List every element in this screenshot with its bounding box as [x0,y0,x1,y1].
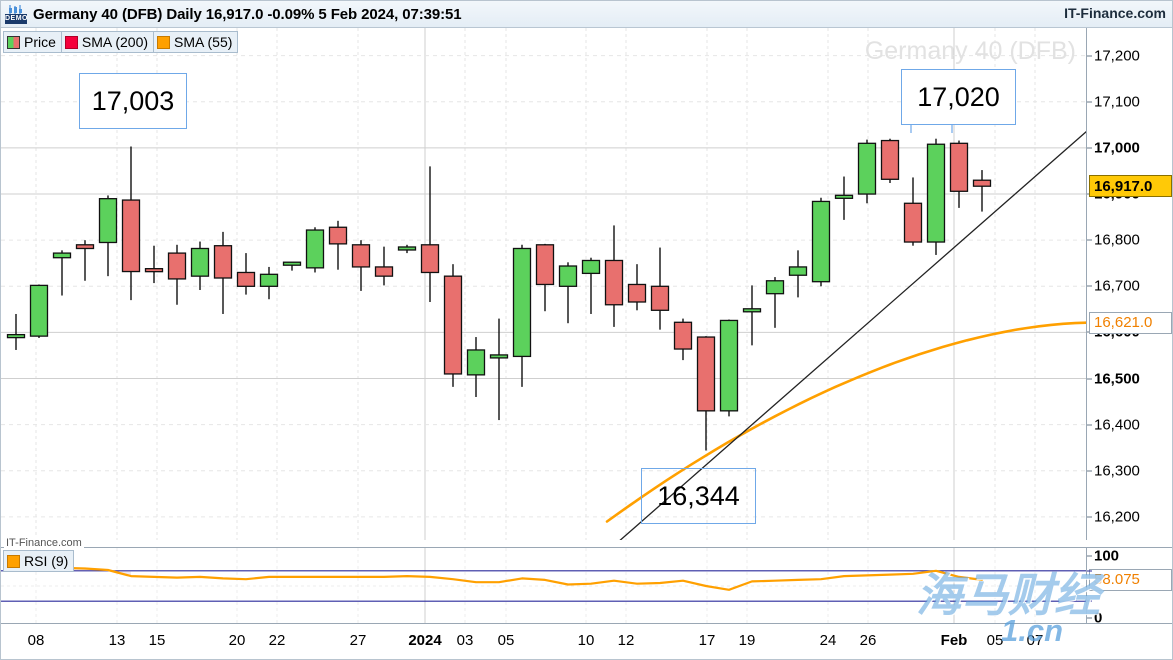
rsi-band-tick-mark [1087,570,1092,572]
price-axis-tick-mark [1087,285,1092,287]
provider-watermark: IT-Finance.com [4,537,84,549]
date-axis-tick-label: 19 [738,632,756,649]
date-axis-tick-label: 12 [617,632,635,649]
date-axis-tick-label: 26 [859,632,877,649]
rsi-axis[interactable]: 100 0 58.075 [1087,547,1172,627]
rsi-chart-canvas [1,548,1086,623]
date-axis-tick-label: 05 [986,632,1004,649]
rsi-axis-tick-mark [1087,555,1092,557]
price-axis-tick-label: 17,100 [1094,93,1140,111]
page-title: Germany 40 (DFB) Daily 16,917.0 -0.09% 5… [33,5,462,23]
mini-candles-icon [9,4,22,14]
rsi-axis-tick-label: 100 [1094,547,1120,565]
date-axis-tick-label: 08 [27,632,45,649]
date-axis-tick-label: 24 [819,632,837,649]
brand-label: IT-Finance.com [1064,5,1166,21]
legend-item-price[interactable]: Price [3,31,62,53]
rsi-legend-label: RSI (9) [24,553,69,569]
price-axis-tick-label: 16,400 [1094,416,1140,434]
price-axis-tick-mark [1087,516,1092,518]
date-axis-tick-label: 22 [268,632,286,649]
sma55-value-tag[interactable]: 16,621.0 [1089,311,1172,334]
price-axis-tick-label: 17,000 [1094,139,1140,157]
title-bar: DEMO Germany 40 (DFB) Daily 16,917.0 -0.… [1,1,1172,28]
date-axis-tick-label: 03 [456,632,474,649]
date-axis[interactable]: 08 13 15 20 22 27 2024 03 05 10 12 17 19 24 26 Feb 05 07 [1,623,1172,659]
price-axis-tick-label: 16,700 [1094,277,1140,295]
price-axis-tick-mark [1087,101,1092,103]
price-axis[interactable]: 17,20017,10017,00016,90016,80016,70016,6… [1087,28,1172,540]
price-legend: Price SMA (200) SMA (55) [3,31,239,53]
price-axis-tick-mark [1087,239,1092,241]
legend-label-sma200: SMA (200) [81,34,149,50]
date-axis-tick-label: 27 [349,632,367,649]
annotation-callout-high-left[interactable]: 17,003 [79,73,187,129]
date-axis-tick-label: 10 [577,632,595,649]
price-axis-tick-label: 16,800 [1094,231,1140,249]
legend-item-sma55[interactable]: SMA (55) [153,31,239,53]
price-axis-tick-mark [1087,55,1092,57]
price-axis-tick-label: 16,200 [1094,508,1140,526]
rsi-axis-tick-label: 0 [1094,609,1103,627]
price-axis-tick-mark [1087,147,1092,149]
price-axis-tick-mark [1087,378,1092,380]
price-axis-tick-label: 17,200 [1094,47,1140,65]
demo-badge-icon: DEMO [4,4,28,25]
price-axis-tick-label: 16,300 [1094,462,1140,480]
price-candle-swatch-icon [7,35,20,49]
legend-item-sma200[interactable]: SMA (200) [60,31,155,53]
legend-label-sma55: SMA (55) [174,34,233,50]
rsi-band-tick-mark [1087,600,1092,602]
rsi-value-tag[interactable]: 58.075 [1089,568,1172,591]
rsi-axis-tick-mark [1087,617,1092,619]
date-axis-tick-label: 13 [108,632,126,649]
last-price-tag[interactable]: 16,917.0 [1089,175,1172,198]
sma55-color-swatch-icon [157,35,171,49]
rsi-color-swatch-icon [7,554,20,568]
annotation-callout-low[interactable]: 16,344 [641,468,756,524]
date-axis-tick-label: 07 [1026,632,1044,649]
price-axis-tick-mark [1087,424,1092,426]
price-axis-tick-mark [1087,470,1092,472]
date-axis-tick-label: 20 [228,632,246,649]
date-axis-tick-label: Feb [940,632,968,649]
sma200-color-swatch-icon [64,35,78,49]
legend-label-price: Price [24,34,56,50]
date-axis-tick-label: 17 [698,632,716,649]
date-axis-tick-label: 2024 [408,632,442,649]
price-axis-tick-label: 16,500 [1094,370,1140,388]
price-chart-canvas [1,28,1086,540]
date-axis-tick-label: 05 [497,632,515,649]
demo-label: DEMO [5,13,28,24]
annotation-callout-high-right[interactable]: 17,020 [901,69,1016,125]
rsi-chart-panel[interactable] [1,547,1087,623]
rsi-legend[interactable]: RSI (9) [3,550,75,572]
date-axis-tick-label: 15 [148,632,166,649]
